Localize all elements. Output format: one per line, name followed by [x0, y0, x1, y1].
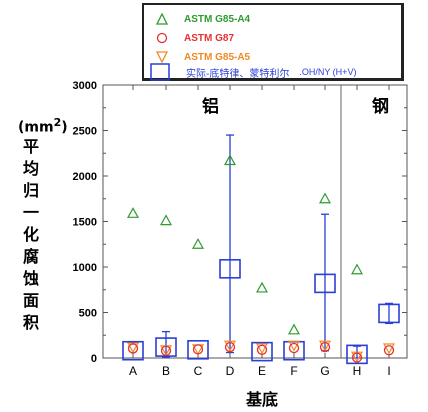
y-axis-title-char: 平	[22, 136, 39, 156]
y-axis-title-char: 归	[22, 180, 39, 200]
g87-circle-marker	[224, 341, 236, 353]
x-tick-label: E	[258, 364, 266, 378]
square-icon	[146, 63, 174, 81]
x-tick-label: F	[290, 364, 297, 378]
field-square-marker	[155, 337, 177, 357]
g87-circle-marker	[127, 343, 139, 354]
field-square-marker	[346, 344, 368, 365]
y-axis-title-char: 均	[22, 158, 39, 178]
g87-circle-marker	[288, 342, 300, 354]
region-label-aluminum: 铝	[202, 97, 219, 117]
y-tick-label: 1500	[73, 217, 97, 229]
y-tick-label: 500	[79, 308, 97, 320]
g87-circle-marker	[192, 344, 204, 355]
y-axis-title-char: 一	[22, 202, 39, 222]
x-tick-label: B	[162, 364, 170, 378]
y-axis-title-char: 面	[22, 290, 39, 310]
y-axis-unit: (mm2)	[18, 116, 68, 136]
field-square-marker	[251, 341, 273, 362]
g85a4-triangle-marker	[159, 214, 173, 226]
legend-label: ASTM G87	[184, 32, 235, 44]
legend-item-g85a5: ASTM G85-A5	[144, 49, 250, 65]
x-tick-label: A	[129, 364, 137, 378]
y-tick-label: 1000	[73, 262, 97, 274]
g85a5-triangle-marker	[223, 340, 237, 352]
x-tick-label: C	[194, 364, 203, 378]
y-axis-title-char: 腐	[22, 246, 39, 266]
g85a5-triangle-marker	[255, 343, 269, 355]
g85a5-triangle-marker	[350, 351, 364, 363]
g85a5-triangle-marker	[318, 340, 332, 352]
g85a4-triangle-marker	[223, 154, 237, 166]
y-tick-label: 0	[91, 353, 97, 365]
g85a4-triangle-marker	[318, 192, 332, 204]
g85a4-triangle-marker	[287, 323, 301, 335]
g85a4-triangle-marker	[191, 238, 205, 249]
x-tick-label: I	[387, 364, 390, 378]
field-square-marker	[187, 340, 209, 360]
field-square-marker	[314, 273, 336, 294]
circle-icon	[150, 32, 174, 44]
g87-circle-marker	[351, 352, 363, 363]
y-axis-title: 平均归一化腐蚀面积	[18, 136, 44, 334]
field-square-marker	[122, 340, 144, 361]
g85a4-triangle-marker	[350, 263, 364, 275]
y-tick-label: 2000	[73, 171, 97, 183]
legend-label: 实际-底特律、蒙特利尔	[186, 68, 290, 80]
plot-frame	[102, 84, 408, 359]
legend-item-field: 实际-底特律、蒙特利尔 .OH/NY (H+V)	[144, 63, 357, 81]
legend-item-g87: ASTM G87	[144, 30, 234, 46]
y-tick-label: 3000	[73, 80, 97, 92]
legend-label: ASTM G85-A5	[184, 51, 251, 63]
y-axis-title-char: 化	[22, 224, 39, 244]
y-axis-title-char: 积	[22, 312, 39, 332]
field-square-marker	[219, 259, 241, 279]
legend: ASTM G85-A4 ASTM G87 ASTM G85-A5 实际-底特律、…	[142, 3, 404, 81]
y-tick-label: 2500	[73, 126, 97, 138]
g87-circle-marker	[256, 344, 268, 355]
g85a4-triangle-marker	[255, 281, 269, 293]
legend-label: ASTM G85-A4	[184, 13, 251, 25]
x-axis-label: 基底	[246, 390, 279, 409]
x-tick-label: G	[320, 364, 329, 378]
x-tick-label: D	[226, 364, 235, 378]
y-axis-title-char: 蚀	[22, 268, 39, 288]
triangle-down-icon	[150, 51, 174, 63]
y-axis-label: (mm2) 平均归一化腐蚀面积	[18, 115, 68, 334]
g87-circle-marker	[160, 345, 172, 356]
legend-label-extra: .OH/NY (H+V)	[299, 67, 357, 77]
g85a5-triangle-marker	[126, 342, 140, 354]
legend-item-g85a4: ASTM G85-A4	[144, 11, 250, 27]
field-square-marker	[378, 303, 400, 324]
g85a4-triangle-marker	[126, 207, 140, 218]
triangle-up-icon	[150, 13, 174, 25]
g87-circle-marker	[383, 345, 395, 356]
g85a5-triangle-marker	[382, 343, 396, 355]
g87-circle-marker	[319, 341, 331, 353]
region-label-steel: 钢	[372, 97, 389, 117]
g85a5-triangle-marker	[287, 340, 301, 352]
x-tick-label: H	[353, 364, 362, 378]
